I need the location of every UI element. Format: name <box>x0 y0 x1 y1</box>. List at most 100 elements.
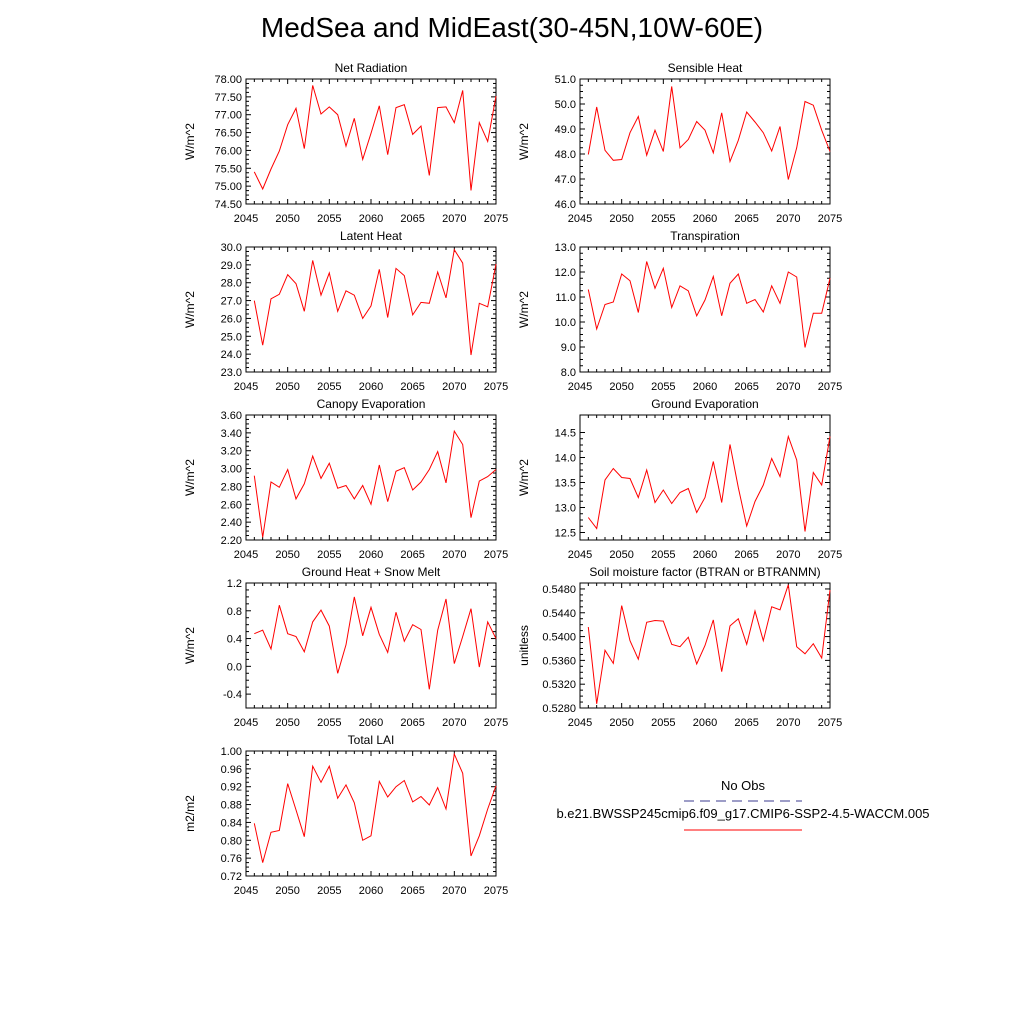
plot-frame <box>579 78 831 205</box>
y-tick-label: 24.0 <box>221 349 242 361</box>
y-tick-label: 10.0 <box>555 317 576 329</box>
y-tick-label: 1.00 <box>221 746 242 758</box>
panel-title: Ground Evaporation <box>651 397 758 411</box>
y-tick-label: 0.96 <box>221 764 242 776</box>
y-tick-label: 51.0 <box>555 74 576 86</box>
x-tick-label: 2060 <box>359 717 383 729</box>
series-line <box>253 85 497 191</box>
chart-panel: 2045 2050 2055 2060 2065 2070 2075 -0.4 0.0 0.4 0.… <box>183 565 508 729</box>
x-tick-label: 2065 <box>734 381 758 393</box>
x-tick-label: 2060 <box>359 213 383 225</box>
x-tick-label: 2075 <box>818 549 842 561</box>
y-tick-label: 0.80 <box>221 835 242 847</box>
y-axis-label: W/m^2 <box>517 459 531 496</box>
x-tick-label: 2055 <box>651 549 675 561</box>
series-line <box>587 584 831 704</box>
x-tick-label: 2060 <box>693 549 717 561</box>
x-tick-label: 2050 <box>275 717 299 729</box>
panel-title: Net Radiation <box>335 61 408 75</box>
chart-panel: 2045 2050 2055 2060 2065 2070 2075 12.5 13.0 13.5… <box>517 397 842 561</box>
x-tick-label: 2060 <box>693 381 717 393</box>
x-tick-label: 2055 <box>317 213 341 225</box>
y-tick-label: 47.0 <box>555 174 576 186</box>
chart-panel: 2045 2050 2055 2060 2065 2070 2075 2.20 2.40 2.60… <box>183 397 508 561</box>
y-tick-label: 75.50 <box>214 163 242 175</box>
x-tick-label: 2045 <box>234 381 258 393</box>
y-tick-label: 0.88 <box>221 800 242 812</box>
y-tick-label: 0.0 <box>227 661 242 673</box>
panel-title: Total LAI <box>348 733 395 747</box>
y-tick-label: 12.0 <box>555 267 576 279</box>
y-axis-label: unitless <box>517 625 531 666</box>
series-line <box>253 752 497 863</box>
y-tick-label: 12.5 <box>555 528 576 540</box>
x-tick-label: 2055 <box>317 549 341 561</box>
series-line <box>587 261 831 348</box>
y-axis-label: m2/m2 <box>183 795 197 832</box>
y-tick-label: 0.72 <box>221 871 242 883</box>
y-tick-label: 75.00 <box>214 181 242 193</box>
y-tick-label: 48.0 <box>555 149 576 161</box>
x-tick-label: 2075 <box>484 381 508 393</box>
y-tick-label: 76.50 <box>214 128 242 140</box>
x-tick-label: 2050 <box>275 213 299 225</box>
plot-frame <box>579 414 831 541</box>
series-line <box>587 434 831 532</box>
x-tick-label: 2050 <box>275 885 299 897</box>
x-tick-label: 2065 <box>734 213 758 225</box>
x-tick-label: 2045 <box>568 213 592 225</box>
plot-frame <box>245 78 497 205</box>
y-tick-label: 0.5440 <box>542 608 576 620</box>
panel-title: Ground Heat + Snow Melt <box>302 565 441 579</box>
y-tick-label: 3.20 <box>221 446 242 458</box>
x-tick-label: 2070 <box>442 381 466 393</box>
y-tick-label: 29.0 <box>221 260 242 272</box>
x-tick-label: 2070 <box>442 549 466 561</box>
y-tick-label: 46.0 <box>555 199 576 211</box>
y-tick-label: 0.5400 <box>542 632 576 644</box>
x-tick-label: 2045 <box>234 549 258 561</box>
x-tick-label: 2070 <box>442 213 466 225</box>
y-tick-label: 11.0 <box>555 292 576 304</box>
y-tick-label: 2.40 <box>221 517 242 529</box>
x-tick-label: 2055 <box>651 717 675 729</box>
legend-obs-label: No Obs <box>720 778 766 793</box>
series-line <box>253 429 497 538</box>
chart-panel: 2045 2050 2055 2060 2065 2070 2075 8.0 9.0 10.0 11… <box>517 229 842 393</box>
y-tick-label: 14.0 <box>555 453 576 465</box>
x-tick-label: 2060 <box>359 381 383 393</box>
y-axis-label: W/m^2 <box>183 291 197 328</box>
y-tick-label: 0.5280 <box>542 703 576 715</box>
y-tick-label: 13.0 <box>555 242 576 254</box>
x-tick-label: 2070 <box>442 717 466 729</box>
y-tick-label: 2.80 <box>221 481 242 493</box>
x-tick-label: 2045 <box>568 549 592 561</box>
figure-title: MedSea and MidEast(30-45N,10W-60E) <box>260 12 764 43</box>
y-tick-label: 8.0 <box>561 367 576 379</box>
y-tick-label: 0.92 <box>221 782 242 794</box>
x-tick-label: 2045 <box>234 717 258 729</box>
x-tick-label: 2055 <box>317 381 341 393</box>
x-tick-label: 2070 <box>776 213 800 225</box>
plot-frame <box>245 246 497 373</box>
y-tick-label: 77.00 <box>214 110 242 122</box>
x-tick-label: 2060 <box>693 717 717 729</box>
x-tick-label: 2065 <box>400 549 424 561</box>
x-tick-label: 2050 <box>609 549 633 561</box>
y-tick-label: 0.8 <box>227 606 242 618</box>
y-tick-label: 3.60 <box>221 410 242 422</box>
y-tick-label: 3.40 <box>221 428 242 440</box>
y-axis-label: W/m^2 <box>517 123 531 160</box>
y-tick-label: 2.60 <box>221 499 242 511</box>
y-tick-label: 13.5 <box>555 478 576 490</box>
panel-title: Canopy Evaporation <box>317 397 426 411</box>
y-tick-label: 14.5 <box>555 428 576 440</box>
y-axis-label: W/m^2 <box>183 459 197 496</box>
x-tick-label: 2070 <box>776 549 800 561</box>
y-tick-label: 74.50 <box>214 199 242 211</box>
x-tick-label: 2050 <box>609 717 633 729</box>
x-tick-label: 2065 <box>734 717 758 729</box>
chart-panel: 2045 2050 2055 2060 2065 2070 2075 46.0 47.0 48.0… <box>517 61 842 225</box>
y-tick-label: 49.0 <box>555 124 576 136</box>
y-tick-label: 26.0 <box>221 313 242 325</box>
